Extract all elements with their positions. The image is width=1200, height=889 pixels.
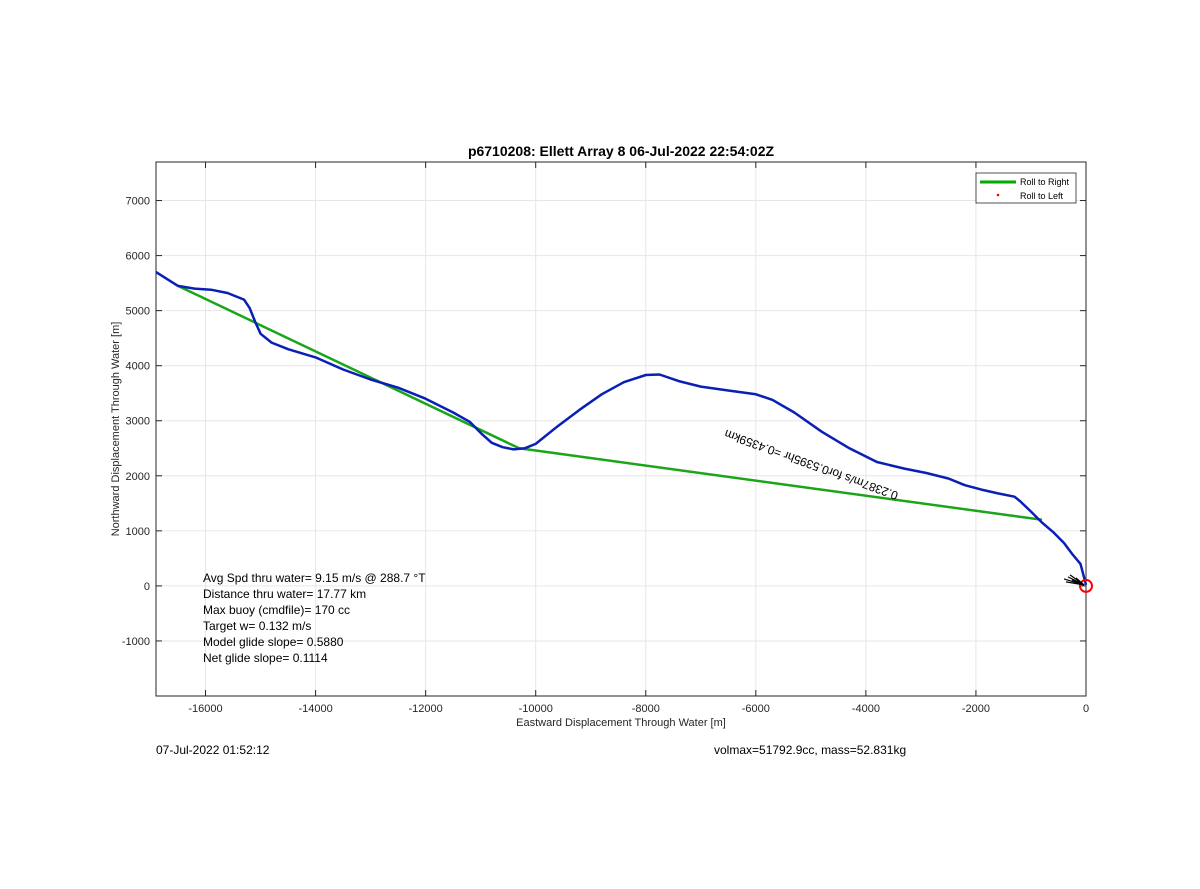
annotation-line: Net glide slope= 0.1114 (203, 651, 328, 665)
footer-timestamp: 07-Jul-2022 01:52:12 (156, 743, 270, 757)
y-tick-label: -1000 (122, 636, 150, 648)
velocity-arrow (1069, 574, 1085, 586)
y-tick-label: 5000 (126, 306, 150, 318)
x-tick-label: -2000 (962, 703, 990, 715)
x-tick-label: 0 (1083, 703, 1089, 715)
arrow-cluster (1063, 574, 1085, 586)
y-tick-label: 2000 (126, 471, 150, 483)
annotation-block: Avg Spd thru water= 9.15 m/s @ 288.7 °T … (203, 571, 426, 665)
legend-swatch-roll-left (996, 193, 1000, 197)
legend-label-roll-right: Roll to Right (1020, 177, 1070, 187)
x-tick-label: -6000 (742, 703, 770, 715)
y-axis-label: Northward Displacement Through Water [m] (110, 322, 122, 537)
x-axis-label: Eastward Displacement Through Water [m] (516, 717, 726, 729)
velocity-arrow (1065, 581, 1085, 586)
y-tick-label: 4000 (126, 361, 150, 373)
series-layer (155, 271, 1093, 593)
y-tick-label: 7000 (126, 196, 150, 208)
y-tick-label: 1000 (126, 526, 150, 538)
chart-title: p6710208: Ellett Array 8 06-Jul-2022 22:… (468, 143, 775, 159)
x-tick-label: -16000 (188, 703, 222, 715)
tick-labels: -16000 -14000 -12000 -10000 -8000 -6000 -4000-… (122, 196, 1089, 715)
x-tick-label: -4000 (852, 703, 880, 715)
x-tick-label: -14000 (298, 703, 332, 715)
annotation-line: Model glide slope= 0.5880 (203, 635, 344, 649)
annotation-line: Avg Spd thru water= 9.15 m/s @ 288.7 °T (203, 571, 426, 585)
annotation-line: Target w= 0.132 m/s (203, 619, 311, 633)
plot-frame (155, 161, 1087, 697)
y-tick-label: 3000 (126, 416, 150, 428)
x-tick-label: -12000 (409, 703, 443, 715)
y-tick-label: 0 (144, 581, 150, 593)
legend-label-roll-left: Roll to Left (1020, 191, 1064, 201)
tick-marks (156, 162, 1087, 696)
x-tick-label: -10000 (519, 703, 553, 715)
legend: Roll to Right Roll to Left (975, 172, 1077, 204)
annotation-line: Distance thru water= 17.77 km (203, 587, 366, 601)
y-tick-label: 6000 (126, 251, 150, 263)
legend-box (975, 172, 1077, 204)
start-marker-circle (1079, 578, 1093, 593)
x-tick-label: -8000 (632, 703, 660, 715)
series-track-line (155, 271, 1088, 586)
footer-mass-info: volmax=51792.9cc, mass=52.831kg (714, 743, 907, 757)
annotation-line: Max buoy (cmdfile)= 170 cc (203, 603, 350, 617)
